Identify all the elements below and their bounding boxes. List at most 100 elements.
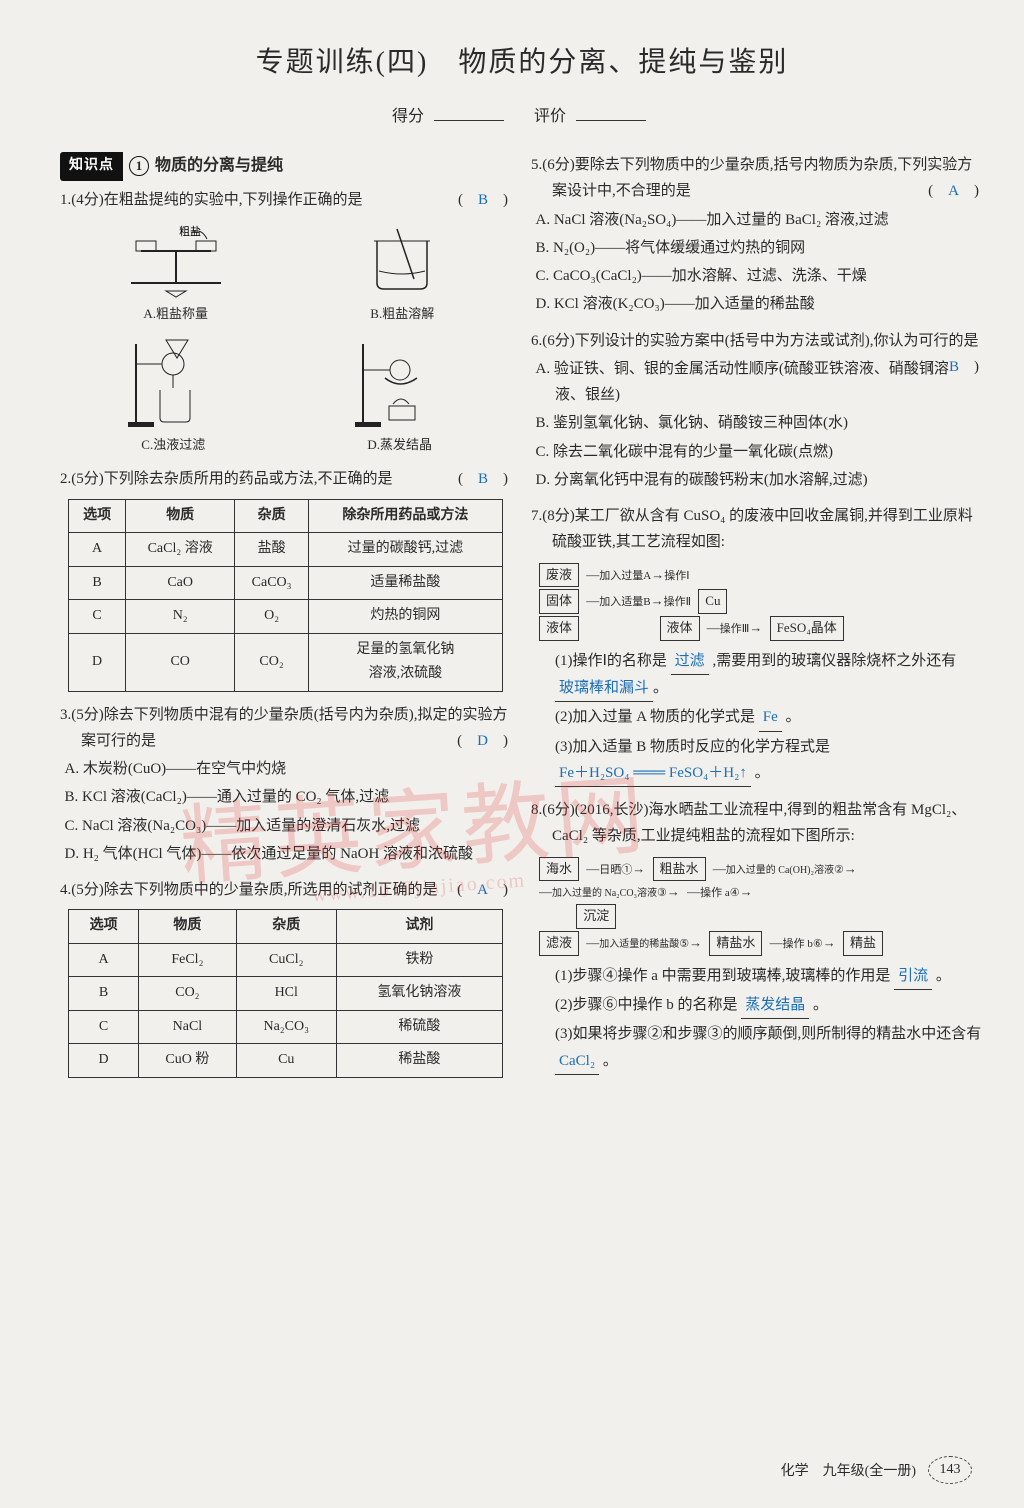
q1-fig-c-cap: C.浊液过滤 xyxy=(118,434,228,457)
flow-arrow: —加入适量的稀盐酸⑤→ xyxy=(584,933,704,954)
flow-node: 沉淀 xyxy=(576,904,616,929)
cell: CaO xyxy=(126,566,235,600)
question-5: 5.(6分)要除去下列物质中的少量杂质,括号内物质为杂质,下列实验方案设计中,不… xyxy=(531,152,984,318)
flow-label: 操作 a xyxy=(700,887,730,899)
q2-h0: 选项 xyxy=(69,499,126,533)
flow-node: 液体 xyxy=(539,616,579,641)
text: (3)加入适量 B 物质时反应的化学方程式是 xyxy=(555,739,830,755)
q2-stem: 2.(5分)下列除去杂质所用的药品或方法,不正确的是 ( B ) xyxy=(60,466,513,492)
q4-h0: 选项 xyxy=(69,910,139,944)
flow-label: 加入过量A xyxy=(599,570,651,582)
q4-table: 选项 物质 杂质 试剂 AFeCl₂CuCl₂铁粉 BCO₂HCl氢氧化钠溶液 … xyxy=(68,909,503,1078)
table-row: CNaClNa₂CO₃稀硫酸 xyxy=(69,1010,503,1044)
text: 。 xyxy=(755,765,770,781)
flow-arrow: —加入过量A→操作Ⅰ xyxy=(584,565,691,586)
question-6: 6.(6分)下列设计的实验方案中(括号中为方法或试剂),你认为可行的是 ( B … xyxy=(531,328,984,494)
q8-ans3: CaCl₂ xyxy=(555,1048,599,1075)
cell: 足量的氢氧化钠 溶液,浓硫酸 xyxy=(308,633,502,691)
kp-badge-label: 知识点 xyxy=(60,152,123,181)
q1-stem: 1.(4分)在粗盐提纯的实验中,下列操作正确的是 ( B ) xyxy=(60,187,513,213)
q7-ans3: Fe＋H₂SO₄ ═══ FeSO₄＋H₂↑ xyxy=(555,760,751,787)
table-row: AFeCl₂CuCl₂铁粉 xyxy=(69,943,503,977)
q1-fig-d: D.蒸发结晶 xyxy=(345,334,455,457)
text: (2)加入过量 A 物质的化学式是 xyxy=(555,709,755,725)
q6-answer: B xyxy=(949,359,959,375)
text: 。 xyxy=(936,968,951,984)
q6-opt-b: B. 鉴别氢氧化钠、氯化钠、硝酸铵三种固体(水) xyxy=(531,410,984,436)
q4-answer: A xyxy=(477,882,488,898)
cell: CO₂ xyxy=(235,633,309,691)
flow-node: 精盐水 xyxy=(709,931,762,956)
score-line: 得分 评价 xyxy=(60,102,984,126)
cell: 稀硫酸 xyxy=(336,1010,502,1044)
cell: CuCl₂ xyxy=(236,943,336,977)
flow-arrow: —操作 a④→ xyxy=(685,882,755,903)
cell: CO₂ xyxy=(139,977,236,1011)
q5-opt-c: C. CaCO₃(CaCl₂)——加水溶解、过滤、洗涤、干燥 xyxy=(531,263,984,289)
flow-label: 加入适量B xyxy=(599,596,650,608)
cell: CaCO₃ xyxy=(235,566,309,600)
cell: 稀盐酸 xyxy=(336,1044,502,1078)
cell: 适量稀盐酸 xyxy=(308,566,502,600)
table-row: DCuO 粉Cu稀盐酸 xyxy=(69,1044,503,1078)
q6-opt-d: D. 分离氧化钙中混有的碳酸钙粉末(加水溶解,过滤) xyxy=(531,467,984,493)
q5-stem: 5.(6分)要除去下列物质中的少量杂质,括号内物质为杂质,下列实验方案设计中,不… xyxy=(531,152,984,205)
cell: FeCl₂ xyxy=(139,943,236,977)
question-8: 8.(6分)(2016,长沙)海水晒盐工业流程中,得到的粗盐常含有 MgCl₂、… xyxy=(531,797,984,1075)
cell: CuO 粉 xyxy=(139,1044,236,1078)
q7-sub1: (1)操作Ⅰ的名称是 过滤 ,需要用到的玻璃仪器除烧杯之外还有 玻璃棒和漏斗。 xyxy=(531,648,984,703)
flow-label: ⑥ xyxy=(813,938,823,950)
q4-h1: 物质 xyxy=(139,910,236,944)
q8-ans1: 引流 xyxy=(894,963,932,990)
flow-arrow: —加入过量的 Ca(OH)₂溶液②→ xyxy=(711,859,859,880)
cell: A xyxy=(69,533,126,567)
cell: N₂ xyxy=(126,600,235,634)
cell: HCl xyxy=(236,977,336,1011)
footer-subject: 化学 九年级(全一册) xyxy=(781,1460,916,1480)
q4-stem-text: 4.(5分)除去下列物质中的少量杂质,所选用的试剂正确的是 xyxy=(60,882,438,898)
cell: A xyxy=(69,943,139,977)
table-row: BCO₂HCl氢氧化钠溶液 xyxy=(69,977,503,1011)
q8-sub1: (1)步骤④操作 a 中需要用到玻璃棒,玻璃棒的作用是 引流 。 xyxy=(531,963,984,990)
flow-arrow: —加入过量的 Na₂CO₃溶液③→ xyxy=(537,882,682,903)
question-1: 1.(4分)在粗盐提纯的实验中,下列操作正确的是 ( B ) 粗盐 xyxy=(60,187,513,457)
q1-fig-d-cap: D.蒸发结晶 xyxy=(345,434,455,457)
question-3: 3.(5分)除去下列物质中混有的少量杂质(括号内为杂质),拟定的实验方案可行的是… xyxy=(60,702,513,868)
q5-opt-b: B. N₂(O₂)——将气体缓缓通过灼热的铜网 xyxy=(531,235,984,261)
q4-h2: 杂质 xyxy=(236,910,336,944)
q8-ans2: 蒸发结晶 xyxy=(741,992,809,1019)
q6-opt-c: C. 除去二氧化碳中混有的少量一氧化碳(点燃) xyxy=(531,439,984,465)
q2-h3: 除杂所用药品或方法 xyxy=(308,499,502,533)
flow-label: ③ xyxy=(657,887,667,899)
right-column: 5.(6分)要除去下列物质中的少量杂质,括号内物质为杂质,下列实验方案设计中,不… xyxy=(531,152,984,1088)
flow-arrow: —日晒①→ xyxy=(584,859,647,880)
page-number: 143 xyxy=(928,1456,972,1484)
knowledge-point-1: 知识点 1 物质的分离与提纯 xyxy=(60,152,283,181)
q1-stem-text: 1.(4分)在粗盐提纯的实验中,下列操作正确的是 xyxy=(60,192,363,208)
q2-answer: B xyxy=(478,471,488,487)
q6-opt-a: A. 验证铁、铜、银的金属活动性顺序(硫酸亚铁溶液、硝酸铜溶液、银丝) xyxy=(531,356,984,409)
q7-ans1: 过滤 xyxy=(671,648,709,675)
kp-badge-num: 1 xyxy=(129,156,149,176)
cell: 铁粉 xyxy=(336,943,502,977)
q3-opt-a: A. 木炭粉(CuO)——在空气中灼烧 xyxy=(60,756,513,782)
q8-sub3: (3)如果将步骤②和步骤③的顺序颠倒,则所制得的精盐水中还含有 CaCl₂ 。 xyxy=(531,1021,984,1075)
table-row: DCOCO₂足量的氢氧化钠 溶液,浓硫酸 xyxy=(69,633,503,691)
q7-stem: 7.(8分)某工厂欲从含有 CuSO₄ 的废液中回收金属铜,并得到工业原料硫酸亚… xyxy=(531,503,984,556)
flow-label: 操作Ⅱ xyxy=(664,596,691,608)
flow-label: ⑤ xyxy=(679,938,689,950)
q2-h1: 物质 xyxy=(126,499,235,533)
q3-stem: 3.(5分)除去下列物质中混有的少量杂质(括号内为杂质),拟定的实验方案可行的是… xyxy=(60,702,513,755)
q1-fig-a: 粗盐 A.粗盐称量 xyxy=(121,221,231,326)
flow-label: ① xyxy=(621,864,632,876)
kp-badge-text: 物质的分离与提纯 xyxy=(155,152,283,180)
flow-label: 加入适量的稀盐酸 xyxy=(599,939,679,950)
flow-node: FeSO₄晶体 xyxy=(770,616,844,641)
cell: Cu xyxy=(236,1044,336,1078)
flow-node: 粗盐水 xyxy=(653,857,706,882)
q1-fig-a-cap: A.粗盐称量 xyxy=(121,303,231,326)
cell: D xyxy=(69,1044,139,1078)
table-row: CN₂O₂灼热的铜网 xyxy=(69,600,503,634)
flow-node: 滤液 xyxy=(539,931,579,956)
flow-node: 精盐 xyxy=(843,931,883,956)
